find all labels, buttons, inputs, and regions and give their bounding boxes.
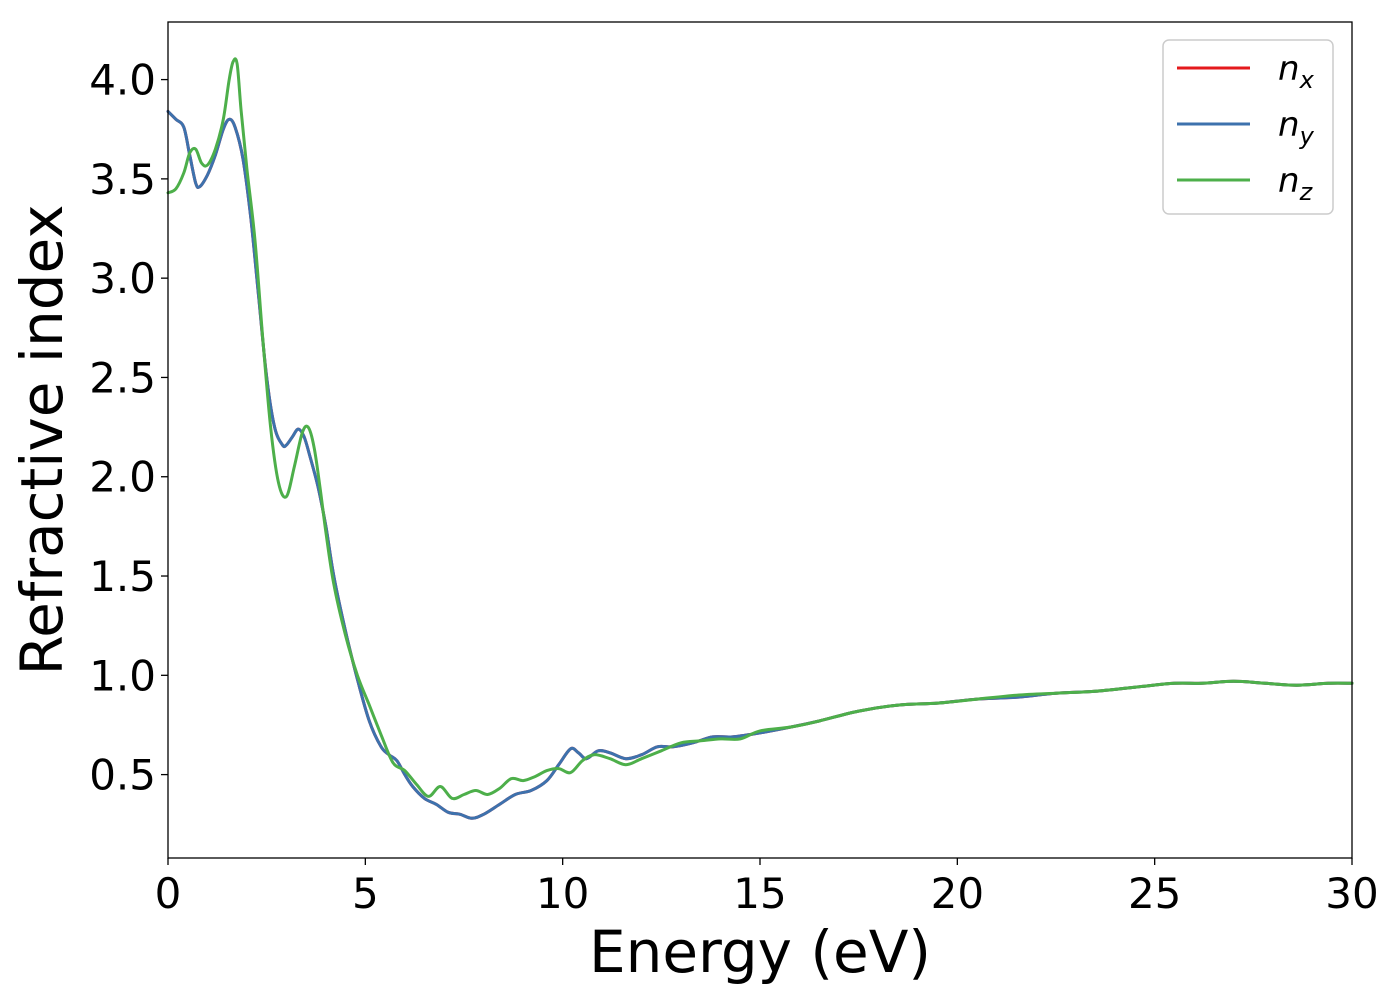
x-tick-label: 20 — [931, 869, 984, 918]
legend-label-nx: nx — [1278, 49, 1315, 94]
x-tick-label: 10 — [536, 869, 589, 918]
legend-label-base: n — [1278, 161, 1300, 201]
x-tick-label: 25 — [1128, 869, 1181, 918]
y-tick-label: 2.0 — [89, 453, 156, 502]
series-line-nz — [166, 57, 1354, 801]
y-tick-label: 1.5 — [89, 552, 156, 601]
x-axis-ticks: 0 5 10 15 20 25 30 — [155, 858, 1379, 918]
x-tick-label: 30 — [1325, 869, 1378, 918]
y-tick-label: 4.0 — [89, 56, 156, 105]
plot-background — [168, 22, 1352, 858]
x-tick-label: 0 — [155, 869, 182, 918]
legend-label-base: n — [1278, 49, 1300, 89]
x-tick-label: 15 — [733, 869, 786, 918]
legend-label-base: n — [1278, 105, 1300, 145]
x-axis-title: Energy (eV) — [589, 918, 931, 986]
y-axis-title: Refractive index — [8, 204, 76, 675]
legend-label-subscript: z — [1299, 178, 1314, 206]
y-tick-label: 1.0 — [89, 651, 156, 700]
legend-label-nz: nz — [1278, 161, 1314, 206]
y-tick-label: 2.5 — [89, 353, 156, 402]
legend-box — [1162, 39, 1334, 215]
x-tick-label: 5 — [352, 869, 379, 918]
legend-label-ny: ny — [1278, 105, 1315, 150]
series-layer — [166, 57, 1354, 820]
y-tick-label: 3.5 — [89, 155, 156, 204]
y-tick-label: 3.0 — [89, 254, 156, 303]
legend-label-subscript: y — [1299, 122, 1315, 150]
legend-label-subscript: x — [1299, 66, 1315, 94]
y-axis-ticks: 0.5 1.0 1.5 2.0 2.5 3.0 3.5 4.0 — [89, 56, 168, 800]
y-tick-label: 0.5 — [89, 751, 156, 800]
